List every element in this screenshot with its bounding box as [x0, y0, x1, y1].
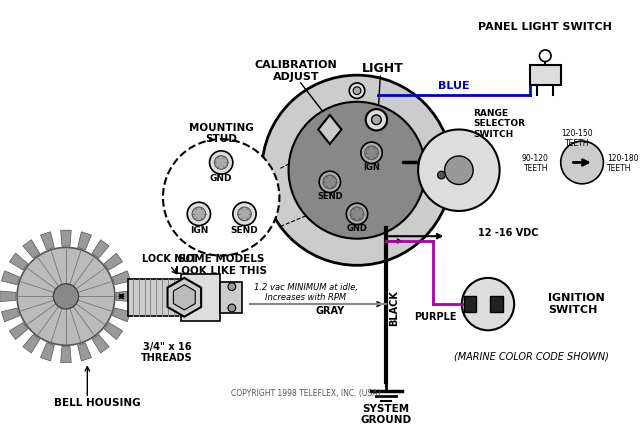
FancyBboxPatch shape: [490, 296, 502, 312]
Circle shape: [561, 141, 604, 184]
Text: B: B: [494, 300, 500, 309]
Circle shape: [445, 156, 473, 184]
Text: SYSTEM
GROUND: SYSTEM GROUND: [360, 404, 412, 426]
Text: 90-120
TEETH: 90-120 TEETH: [521, 154, 548, 173]
Polygon shape: [116, 291, 132, 302]
Text: CALIBRATION
ADJUST: CALIBRATION ADJUST: [255, 61, 337, 82]
Polygon shape: [92, 335, 109, 353]
Text: GRAY: GRAY: [316, 306, 344, 316]
Circle shape: [228, 304, 236, 312]
Circle shape: [540, 50, 551, 61]
Circle shape: [214, 156, 228, 169]
Polygon shape: [77, 343, 92, 361]
Polygon shape: [23, 335, 40, 353]
Polygon shape: [1, 271, 20, 284]
Polygon shape: [92, 240, 109, 258]
Polygon shape: [113, 271, 131, 284]
Text: IGNITION
SWITCH: IGNITION SWITCH: [548, 293, 605, 315]
Text: 120-150
TEETH: 120-150 TEETH: [561, 129, 593, 148]
Polygon shape: [61, 346, 71, 362]
Polygon shape: [40, 232, 54, 250]
Circle shape: [319, 171, 340, 193]
Polygon shape: [104, 253, 123, 270]
Circle shape: [462, 278, 514, 330]
Polygon shape: [173, 285, 195, 310]
Text: BLACK: BLACK: [389, 290, 399, 326]
Text: RANGE
SELECTOR
SWITCH: RANGE SELECTOR SWITCH: [474, 109, 525, 139]
Circle shape: [209, 151, 233, 174]
Polygon shape: [1, 308, 20, 322]
Circle shape: [372, 115, 381, 125]
Text: BELL HOUSING: BELL HOUSING: [54, 398, 140, 408]
Circle shape: [350, 207, 364, 221]
Text: PURPLE: PURPLE: [415, 312, 457, 322]
Circle shape: [289, 102, 426, 239]
Text: 12 -16 VDC: 12 -16 VDC: [478, 228, 539, 238]
Text: BLUE: BLUE: [438, 81, 470, 91]
Polygon shape: [23, 240, 40, 258]
Polygon shape: [40, 343, 54, 361]
Text: PANEL LIGHT SWITCH: PANEL LIGHT SWITCH: [478, 22, 612, 32]
Text: SEND: SEND: [317, 192, 342, 201]
Text: .032 -.062: .032 -.062: [29, 291, 79, 301]
Text: MOUNTING
STUD: MOUNTING STUD: [189, 123, 253, 144]
FancyBboxPatch shape: [128, 279, 181, 316]
Circle shape: [237, 207, 252, 221]
Polygon shape: [318, 115, 342, 144]
Text: LOCK NUT: LOCK NUT: [142, 255, 197, 265]
Circle shape: [361, 142, 382, 163]
Polygon shape: [104, 323, 123, 339]
Polygon shape: [77, 232, 92, 250]
Circle shape: [365, 146, 378, 159]
Circle shape: [353, 87, 361, 94]
Circle shape: [438, 171, 445, 179]
FancyBboxPatch shape: [464, 296, 476, 312]
Text: SEND: SEND: [230, 226, 259, 235]
Circle shape: [17, 247, 115, 345]
Circle shape: [365, 109, 387, 130]
Polygon shape: [168, 278, 201, 317]
Text: LIGHT: LIGHT: [362, 62, 404, 75]
Polygon shape: [10, 323, 28, 339]
Text: IGN: IGN: [189, 226, 208, 235]
FancyBboxPatch shape: [220, 282, 241, 313]
Text: SOME MODELS
LOOK LIKE THIS: SOME MODELS LOOK LIKE THIS: [175, 255, 267, 276]
Text: (MARINE COLOR CODE SHOWN): (MARINE COLOR CODE SHOWN): [454, 352, 609, 362]
Text: GND: GND: [210, 174, 232, 184]
Text: 3/4" x 16
THREADS: 3/4" x 16 THREADS: [141, 342, 193, 363]
Polygon shape: [10, 253, 28, 270]
Circle shape: [53, 284, 79, 309]
Circle shape: [346, 203, 367, 225]
FancyBboxPatch shape: [530, 65, 561, 85]
Circle shape: [163, 139, 280, 255]
Polygon shape: [113, 308, 131, 322]
Text: 120-180
TEETH: 120-180 TEETH: [607, 154, 639, 173]
Text: COPYRIGHT 1998 TELEFLEX, INC. (USA): COPYRIGHT 1998 TELEFLEX, INC. (USA): [231, 389, 380, 398]
Text: 1.2 vac MINIMUM at idle,
Increases with RPM: 1.2 vac MINIMUM at idle, Increases with …: [253, 283, 358, 302]
Polygon shape: [61, 230, 71, 246]
Circle shape: [228, 283, 236, 291]
Circle shape: [262, 75, 452, 265]
Circle shape: [418, 129, 500, 211]
Polygon shape: [0, 291, 16, 302]
Circle shape: [188, 202, 211, 226]
Circle shape: [323, 175, 337, 189]
Text: IGN: IGN: [363, 163, 380, 172]
Text: ST: ST: [465, 300, 476, 309]
Circle shape: [192, 207, 205, 221]
Text: GND: GND: [347, 224, 367, 233]
Circle shape: [349, 83, 365, 98]
Circle shape: [233, 202, 256, 226]
FancyBboxPatch shape: [181, 274, 220, 320]
